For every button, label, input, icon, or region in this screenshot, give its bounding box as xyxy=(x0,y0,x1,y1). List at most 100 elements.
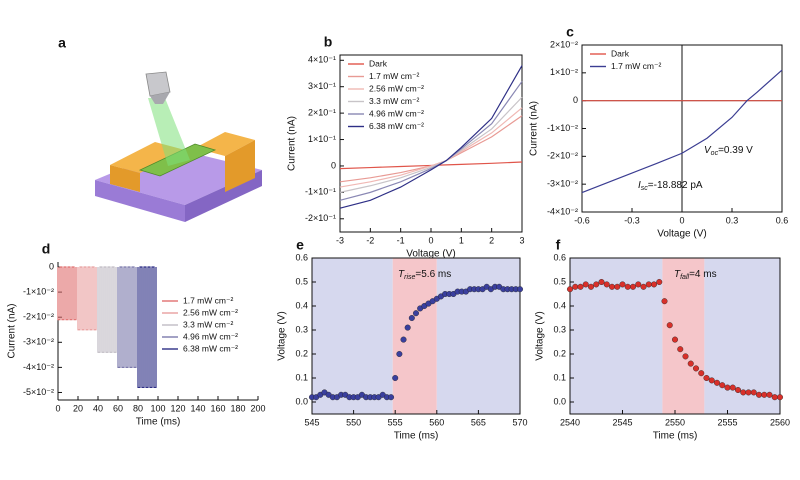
data-point xyxy=(572,283,579,290)
shaded-region xyxy=(570,258,663,414)
annotation-value: =-18.882 pA xyxy=(648,180,703,191)
y-tick-label: 0 xyxy=(573,95,578,105)
annotation-subscript: rise xyxy=(404,274,415,281)
y-tick-label: 2×10⁻¹ xyxy=(308,107,336,117)
annotation-value: =5.6 ms xyxy=(415,269,451,280)
x-tick-label: -3 xyxy=(336,235,344,245)
y-tick-label: 0.2 xyxy=(295,348,308,358)
y-tick-label: -5×10⁻² xyxy=(23,387,54,397)
data-point xyxy=(413,310,420,317)
annotation-symbol: V xyxy=(704,145,712,156)
x-tick-label: 560 xyxy=(429,417,444,427)
y-tick-label: 0.1 xyxy=(553,372,566,382)
data-point xyxy=(703,375,710,382)
y-tick-label: -4×10⁻² xyxy=(23,362,54,372)
x-tick-label: 545 xyxy=(304,417,319,427)
data-point xyxy=(392,375,399,382)
annotation: Isc=-18.882 pA xyxy=(638,180,703,192)
legend-label: 1.7 mW cm⁻² xyxy=(611,61,661,71)
data-point xyxy=(682,353,689,360)
x-tick-label: -0.3 xyxy=(624,215,640,225)
electrode xyxy=(110,165,140,192)
x-tick-label: 0.3 xyxy=(726,215,739,225)
y-tick-label: 0.0 xyxy=(553,396,566,406)
x-tick-label: 80 xyxy=(133,403,143,413)
x-tick-label: 565 xyxy=(471,417,486,427)
y-tick-label: 0.2 xyxy=(553,348,566,358)
x-tick-label: 2550 xyxy=(665,417,685,427)
y-tick-label: 2×10⁻² xyxy=(550,39,578,49)
x-tick-label: 40 xyxy=(93,403,103,413)
legend-label: Dark xyxy=(369,58,388,68)
x-tick-label: -1 xyxy=(397,235,405,245)
annotation-subscript: sc xyxy=(641,185,649,192)
panel-label: d xyxy=(42,241,51,257)
x-tick-label: -2 xyxy=(366,235,374,245)
data-point xyxy=(635,281,642,288)
data-point xyxy=(396,351,403,358)
legend-label: 3.3 mW cm⁻² xyxy=(369,96,419,106)
x-tick-label: 550 xyxy=(346,417,361,427)
x-tick-label: 180 xyxy=(230,403,245,413)
x-tick-label: 555 xyxy=(388,417,403,427)
x-tick-label: 2560 xyxy=(770,417,790,427)
series-line xyxy=(339,65,523,209)
x-tick-label: 160 xyxy=(210,403,225,413)
legend-label: 4.96 mW cm⁻² xyxy=(183,331,238,341)
y-tick-label: -2×10⁻¹ xyxy=(305,213,336,223)
substrate-side xyxy=(95,180,185,222)
x-tick-label: 2555 xyxy=(717,417,737,427)
data-point xyxy=(750,389,757,396)
chart-panel: e 545 550 555 560 565 570 0.0 0.1 0.2 0.3 0.4 0.5 0.6… xyxy=(277,237,528,442)
data-point xyxy=(388,394,395,401)
plot-frame xyxy=(311,257,521,415)
data-point xyxy=(766,391,773,398)
y-tick-label: 4×10⁻¹ xyxy=(308,55,336,65)
y-tick-label: 0.3 xyxy=(295,324,308,334)
legend-label: 3.3 mW cm⁻² xyxy=(183,319,233,329)
legend-label: 2.56 mW cm⁻² xyxy=(183,307,238,317)
y-tick-label: -3×10⁻² xyxy=(547,179,578,189)
data-point xyxy=(708,377,715,384)
chart-panel: d 0 20 40 60 80 100 120 140 160 180 200 0 -1×10⁻² -2×1… xyxy=(7,241,266,428)
y-axis-title: Current (nA) xyxy=(287,116,298,171)
annotation-symbol: T xyxy=(674,269,681,280)
legend-label: 6.38 mW cm⁻² xyxy=(369,121,424,131)
x-axis-title: Time (ms) xyxy=(394,431,439,442)
x-tick-label: 200 xyxy=(250,403,265,413)
y-tick-label: 1×10⁻² xyxy=(550,67,578,77)
y-tick-label: -3×10⁻² xyxy=(23,337,54,347)
data-point xyxy=(677,346,684,353)
data-point xyxy=(729,384,736,391)
annotation: Tfall=4 ms xyxy=(674,269,717,281)
data-point xyxy=(588,283,595,290)
data-point xyxy=(745,389,752,396)
y-axis-title: Current (nA) xyxy=(529,101,540,156)
x-tick-label: 2540 xyxy=(560,417,580,427)
legend-label: 1.7 mW cm⁻² xyxy=(183,295,233,305)
x-tick-label: 60 xyxy=(113,403,123,413)
x-tick-label: -0.6 xyxy=(574,215,590,225)
y-tick-label: 0.0 xyxy=(295,396,308,406)
data-point xyxy=(624,283,631,290)
panel-label: a xyxy=(58,35,66,51)
data-point xyxy=(761,391,768,398)
chart-panel: b -3 -2 -1 0 1 2 3 -2×10⁻¹ -1×10⁻¹ 0 1×10⁻¹ 2×10⁻¹ 3×… xyxy=(287,34,525,260)
data-point xyxy=(777,394,784,401)
x-tick-label: 2545 xyxy=(612,417,632,427)
x-tick-label: 0 xyxy=(428,235,433,245)
series-line xyxy=(117,266,137,368)
panel-label: b xyxy=(324,34,333,50)
y-axis-title: Current (nA) xyxy=(7,303,18,358)
data-point xyxy=(666,322,673,329)
data-point xyxy=(517,286,524,293)
annotation-value: =4 ms xyxy=(689,269,717,280)
y-tick-label: 0.1 xyxy=(295,372,308,382)
annotation-value: =0.39 V xyxy=(718,145,753,156)
annotation-subscript: fall xyxy=(680,274,689,281)
panel-label: c xyxy=(566,24,574,40)
data-point xyxy=(656,279,663,286)
annotation-symbol: I xyxy=(638,180,641,191)
